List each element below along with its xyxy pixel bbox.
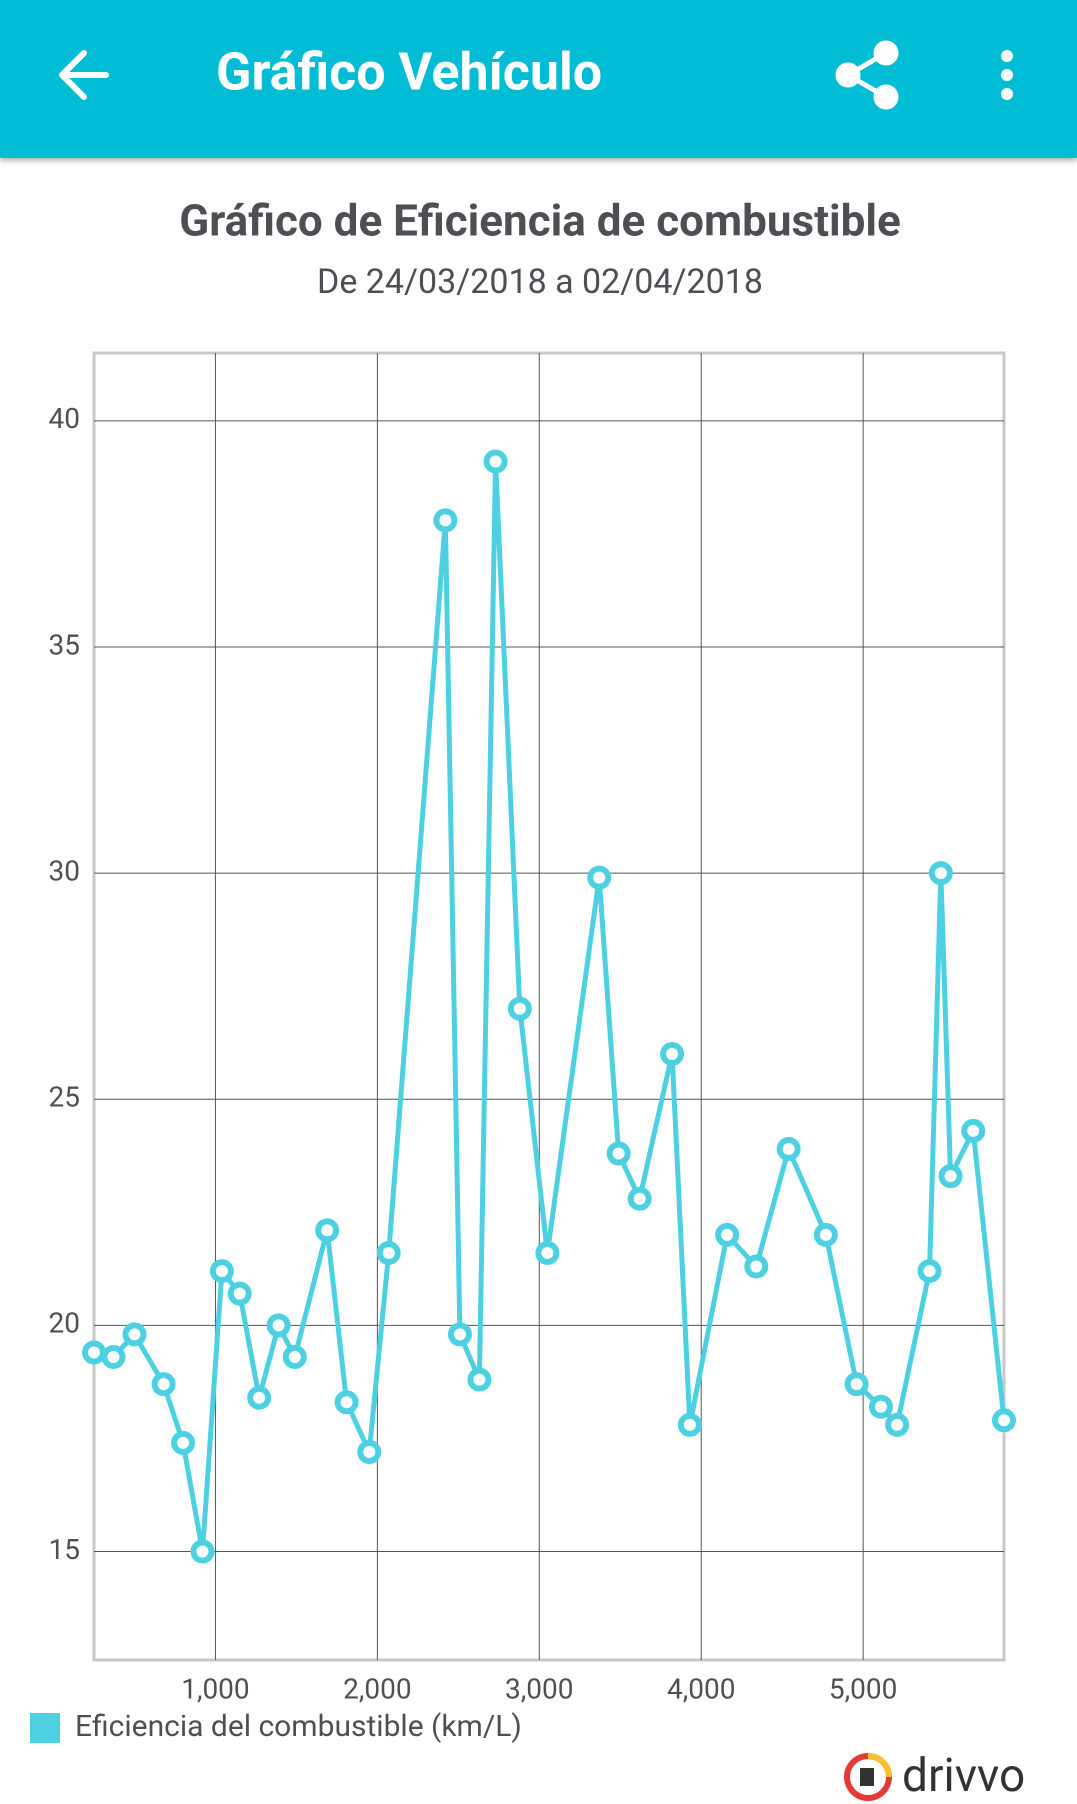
chart-subtitle: De 24/03/2018 a 02/04/2018 [317, 262, 763, 302]
data-point [447, 1322, 472, 1347]
data-point [334, 1390, 359, 1415]
data-point [171, 1430, 196, 1455]
data-point [101, 1344, 126, 1369]
data-point [868, 1394, 893, 1419]
y-tick-label: 30 [49, 854, 80, 887]
data-point [992, 1408, 1016, 1433]
data-point [535, 1240, 560, 1265]
data-point [433, 508, 458, 533]
data-point [961, 1118, 986, 1143]
data-point [190, 1539, 215, 1564]
data-point [266, 1313, 291, 1338]
y-tick-label: 20 [49, 1307, 80, 1340]
data-point [315, 1218, 340, 1243]
data-point [467, 1367, 492, 1392]
data-point [587, 865, 612, 890]
share-button[interactable] [835, 40, 899, 110]
brand-name: drivvo [902, 1749, 1025, 1803]
y-tick-label: 25 [49, 1081, 80, 1114]
legend-swatch [30, 1713, 60, 1743]
more-button[interactable] [1001, 50, 1013, 100]
data-point [376, 1240, 401, 1265]
data-point [885, 1412, 910, 1437]
data-point [247, 1385, 272, 1410]
data-point [660, 1041, 685, 1066]
x-tick-label: 3,000 [505, 1672, 573, 1705]
data-point [357, 1439, 382, 1464]
x-tick-label: 4,000 [667, 1672, 735, 1705]
data-point [209, 1259, 234, 1284]
data-point [928, 861, 953, 886]
x-tick-label: 5,000 [829, 1672, 897, 1705]
y-tick-label: 40 [49, 402, 80, 435]
data-point [627, 1186, 652, 1211]
data-point [776, 1136, 801, 1161]
data-point [282, 1344, 307, 1369]
data-point [122, 1322, 147, 1347]
app-title: Gráfico Vehículo [216, 42, 602, 103]
data-point [715, 1222, 740, 1247]
data-point [483, 449, 508, 474]
y-tick-label: 35 [49, 628, 80, 661]
y-tick-label: 15 [49, 1533, 80, 1566]
data-point [507, 996, 532, 1021]
chart-title: Gráfico de Eficiencia de combustible [179, 195, 901, 247]
x-tick-label: 2,000 [343, 1672, 411, 1705]
data-point [227, 1281, 252, 1306]
data-point [744, 1254, 769, 1279]
data-point [677, 1412, 702, 1437]
brand-logo: drivvo [844, 1749, 1025, 1803]
legend-label: Eficiencia del combustible (km/L) [75, 1709, 522, 1744]
app-bar [0, 0, 1077, 158]
data-point [813, 1222, 838, 1247]
plot-frame [92, 351, 1006, 1662]
back-button[interactable] [59, 50, 109, 100]
data-point [82, 1340, 106, 1365]
data-point [151, 1372, 176, 1397]
data-point [844, 1372, 869, 1397]
data-point [606, 1141, 631, 1166]
x-tick-label: 1,000 [181, 1672, 249, 1705]
data-point [917, 1259, 942, 1284]
data-point [938, 1164, 963, 1189]
